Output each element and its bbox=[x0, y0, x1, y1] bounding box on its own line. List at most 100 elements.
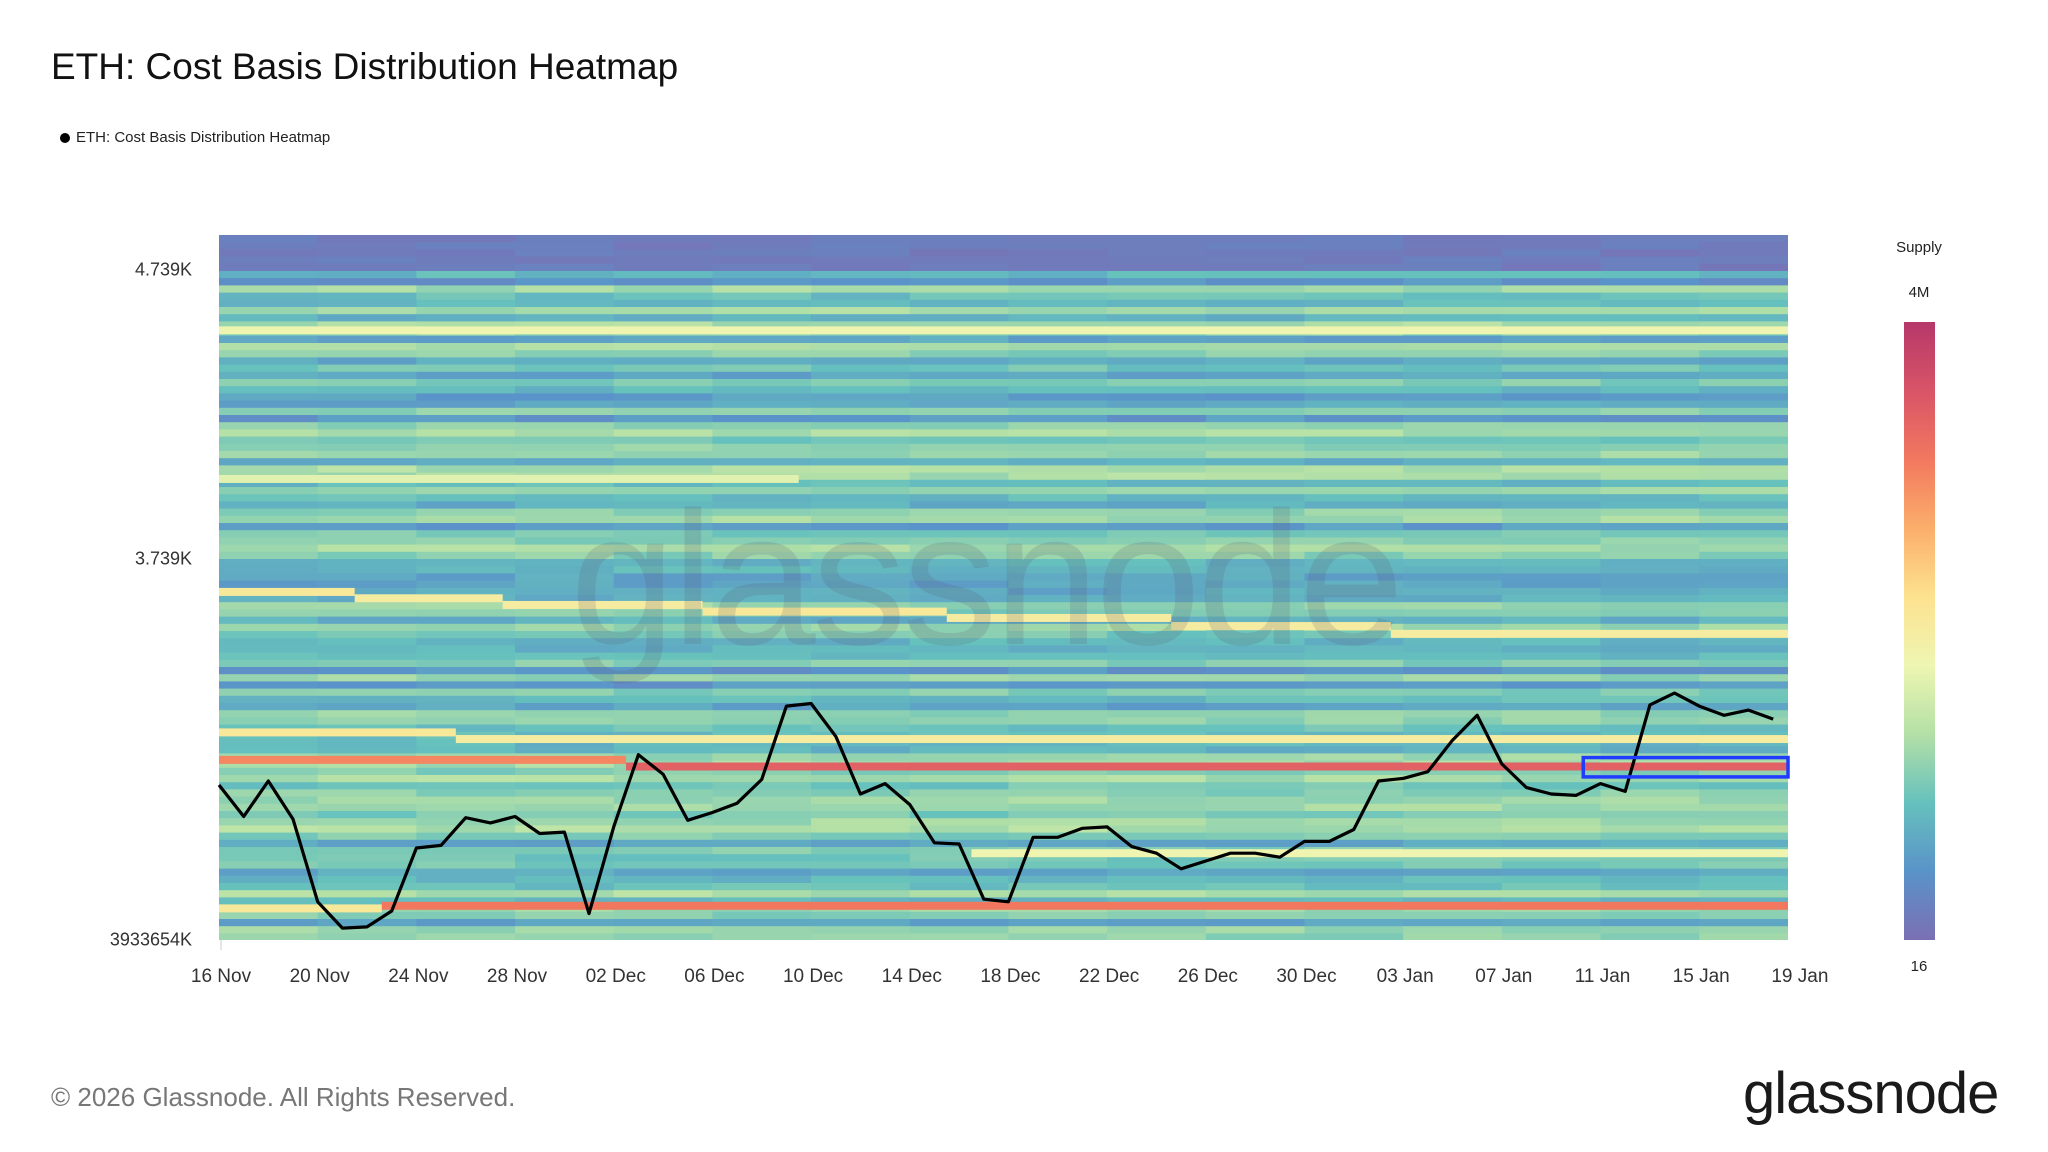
heatmap-cell bbox=[1699, 746, 1788, 754]
heatmap-cell bbox=[1600, 465, 1701, 474]
heatmap-cell bbox=[317, 364, 418, 373]
heatmap-cell bbox=[1304, 703, 1405, 711]
heatmap-cell bbox=[219, 767, 319, 776]
heatmap-cell bbox=[515, 839, 615, 848]
chart-legend[interactable]: ETH: Cost Basis Distribution Heatmap bbox=[60, 129, 330, 146]
heatmap-cell bbox=[1600, 559, 1701, 567]
heatmap-cell bbox=[416, 386, 517, 394]
heatmap-cell bbox=[1205, 811, 1306, 819]
heatmap-cell bbox=[317, 609, 418, 618]
glassnode-logo[interactable]: glassnode bbox=[1743, 1061, 1999, 1126]
heatmap-cell bbox=[1107, 386, 1207, 394]
heatmap-cell bbox=[1501, 839, 1602, 848]
heatmap-cell bbox=[416, 263, 517, 272]
heatmap-cell bbox=[219, 911, 319, 920]
heatmap-cell bbox=[909, 667, 1010, 675]
heatmap-cell bbox=[317, 573, 418, 582]
heatmap-cell bbox=[613, 487, 714, 495]
heatmap-cell bbox=[1403, 789, 1503, 798]
heatmap-cell bbox=[1205, 400, 1306, 409]
heatmap-cell bbox=[1008, 645, 1109, 654]
heatmap-cell bbox=[811, 595, 911, 603]
colorbar-title: Supply bbox=[1896, 239, 1942, 256]
heatmap-cell bbox=[1205, 609, 1306, 618]
heatmap-cell bbox=[1403, 472, 1503, 481]
heatmap-cell bbox=[1107, 897, 1207, 906]
heatmap-cell bbox=[515, 271, 615, 279]
heatmap-cell bbox=[317, 379, 418, 387]
heatmap-cell bbox=[1501, 595, 1602, 603]
heatmap-cell bbox=[219, 616, 319, 625]
heatmap-cell bbox=[1205, 854, 1306, 862]
heatmap-cell bbox=[416, 292, 517, 301]
heatmap-cell bbox=[1403, 659, 1503, 668]
heatmap-cell bbox=[1008, 379, 1109, 387]
heatmap-cell bbox=[1008, 472, 1109, 481]
heatmap-cell bbox=[1205, 587, 1306, 596]
heatmap-cell bbox=[1107, 782, 1207, 790]
heatmap-cell bbox=[1107, 789, 1207, 798]
heatmap-cell bbox=[1304, 875, 1405, 884]
heatmap-cell bbox=[811, 775, 911, 783]
heatmap-cell bbox=[1205, 350, 1306, 358]
heatmap-cell bbox=[1699, 278, 1788, 286]
heatmap-cell bbox=[811, 933, 911, 940]
heatmap-cell bbox=[1107, 278, 1207, 286]
heatmap-cell bbox=[515, 364, 615, 373]
heatmap-cell bbox=[515, 811, 615, 819]
heatmap-cell bbox=[811, 796, 911, 805]
heatmap-cell bbox=[1107, 667, 1207, 675]
heatmap-cell bbox=[712, 847, 813, 855]
heatmap-cell bbox=[1403, 400, 1503, 409]
heatmap-cell bbox=[1008, 818, 1109, 826]
heatmap-cell bbox=[219, 832, 319, 841]
heatmap-cell bbox=[1403, 839, 1503, 848]
heatmap-cell bbox=[1107, 703, 1207, 711]
heatmap-cell bbox=[416, 631, 517, 639]
heatmap-cell bbox=[811, 746, 911, 754]
heatmap-cell bbox=[1699, 515, 1788, 524]
heatmap-cell bbox=[811, 451, 911, 459]
heatmap-cell bbox=[1107, 638, 1207, 646]
heatmap-cell bbox=[1107, 249, 1207, 258]
heatmap-cell bbox=[416, 407, 517, 416]
heatmap-cell bbox=[515, 371, 615, 380]
heatmap-cell bbox=[1501, 335, 1602, 344]
heatmap-cell bbox=[712, 703, 813, 711]
heatmap-cell bbox=[1403, 602, 1503, 610]
heatmap-cell bbox=[1107, 235, 1207, 243]
heatmap-cell bbox=[1304, 249, 1405, 258]
heatmap-cell bbox=[712, 782, 813, 790]
heatmap-cell bbox=[712, 249, 813, 258]
heatmap-cell bbox=[1699, 386, 1788, 394]
heatmap-cell bbox=[909, 580, 1010, 589]
heatmap-cell bbox=[515, 703, 615, 711]
heatmap-cell bbox=[1403, 782, 1503, 790]
heatmap-cell bbox=[811, 458, 911, 466]
heatmap-cell bbox=[1304, 451, 1405, 459]
heatmap-cell bbox=[1600, 299, 1701, 308]
heatmap-cell bbox=[1600, 875, 1701, 884]
heatmap-cell bbox=[219, 638, 319, 646]
heatmap-cell bbox=[1008, 595, 1109, 603]
heatmap-cell bbox=[1600, 638, 1701, 646]
heatmap-cell bbox=[1699, 508, 1788, 517]
heatmap-cell bbox=[416, 544, 517, 553]
heatmap-cell bbox=[712, 897, 813, 906]
heatmap-cell bbox=[1501, 494, 1602, 502]
heatmap-cell bbox=[613, 811, 714, 819]
heatmap-band bbox=[354, 594, 503, 603]
heatmap-cell bbox=[219, 263, 319, 272]
heatmap-cell bbox=[1501, 695, 1602, 704]
heatmap-cell bbox=[613, 299, 714, 308]
heatmap-cell bbox=[1304, 407, 1405, 416]
heatmap-cell bbox=[1107, 710, 1207, 718]
heatmap-cell bbox=[1205, 321, 1306, 330]
heatmap-cell bbox=[416, 487, 517, 495]
heatmap-cell bbox=[219, 487, 319, 495]
heatmap-cell bbox=[1205, 472, 1306, 481]
heatmap-cell bbox=[1501, 602, 1602, 610]
heatmap-cell bbox=[219, 479, 319, 488]
heatmap-cell bbox=[811, 566, 911, 574]
heatmap-cell bbox=[317, 335, 418, 344]
